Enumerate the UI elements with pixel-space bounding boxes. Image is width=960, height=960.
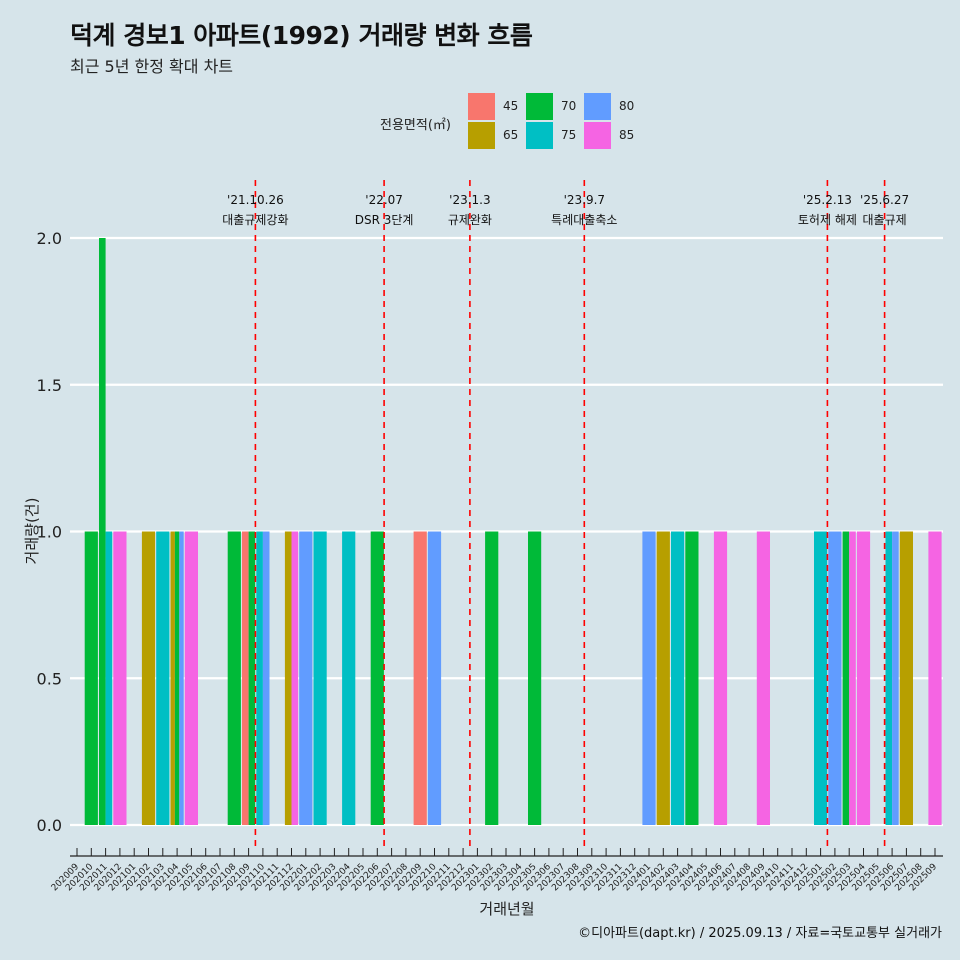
legend-label-70: 70 bbox=[561, 99, 577, 113]
event-date-label: '22.07 bbox=[365, 193, 403, 207]
bar-202506-75 bbox=[885, 531, 893, 825]
legend-item-85: 85 bbox=[584, 121, 664, 149]
bar-202112-65 bbox=[284, 531, 292, 825]
legend-swatch-85 bbox=[584, 122, 611, 149]
event-desc-label: 특례대출축소 bbox=[551, 213, 617, 227]
event-desc-label: 대출규제 bbox=[863, 213, 907, 227]
legend-swatch-45 bbox=[468, 93, 495, 120]
bar-202105-85 bbox=[184, 531, 198, 825]
event-desc-label: 대출규제강화 bbox=[222, 213, 288, 227]
bar-202503-85 bbox=[849, 531, 856, 825]
bar-202204-75 bbox=[342, 531, 356, 825]
bar-202210-80 bbox=[427, 531, 442, 825]
bar-202507-65 bbox=[899, 531, 913, 825]
legend-swatch-75 bbox=[526, 122, 553, 149]
legend-title: 전용면적(㎡) bbox=[380, 118, 451, 133]
y-tick-label: 0.5 bbox=[37, 669, 62, 688]
bar-202110-80 bbox=[262, 531, 270, 825]
y-tick-label: 2.0 bbox=[37, 229, 62, 248]
event-date-label: '21.10.26 bbox=[227, 193, 284, 207]
legend-swatch-70 bbox=[526, 93, 553, 120]
bar-202406-85 bbox=[713, 531, 728, 825]
bar-202104-80 bbox=[179, 531, 184, 825]
chart-subtitle: 최근 5년 한정 확대 차트 bbox=[70, 57, 234, 76]
legend-label-75: 75 bbox=[561, 128, 577, 142]
legend-swatch-80 bbox=[584, 93, 611, 120]
bar-202404-70 bbox=[685, 531, 699, 825]
event-date-label: '23.9.7 bbox=[564, 193, 605, 207]
bar-202401-80 bbox=[642, 531, 656, 825]
bar-202103-75 bbox=[156, 531, 170, 825]
bars bbox=[84, 238, 942, 825]
bar-202409-85 bbox=[756, 531, 770, 825]
bar-202109-70 bbox=[248, 531, 256, 825]
bar-202503-70 bbox=[842, 531, 850, 825]
event-desc-label: 규제완화 bbox=[448, 213, 492, 227]
bar-202502-80 bbox=[828, 531, 842, 825]
bar-202011-75 bbox=[105, 531, 113, 825]
y-tick-label: 0.0 bbox=[37, 816, 62, 835]
legend-label-80: 80 bbox=[619, 99, 635, 113]
chart-title: 덕계 경보1 아파트(1992) 거래량 변화 흐름 bbox=[70, 21, 533, 50]
bar-202403-75 bbox=[671, 531, 685, 825]
bar-202012-85 bbox=[113, 531, 127, 825]
bar-202109-45 bbox=[242, 531, 249, 825]
legend-swatch-65 bbox=[468, 122, 495, 149]
legend-item-70: 70 bbox=[526, 92, 606, 120]
bar-202209-45 bbox=[413, 531, 427, 825]
event-lines: '21.10.26 대출규제강화 '22.07 DSR 3단계 '23.1.3 규제완화 '… bbox=[222, 180, 909, 848]
bar-202110-75 bbox=[256, 531, 263, 825]
legend-item-65: 65 bbox=[468, 121, 548, 149]
bar-202104-70 bbox=[174, 531, 180, 825]
y-tick-label: 1.5 bbox=[37, 376, 62, 395]
bar-202501-75 bbox=[814, 531, 828, 825]
footer-credit: ©디아파트(dapt.kr) / 2025.09.13 / 자료=국토교통부 실… bbox=[578, 926, 942, 941]
legend-label-45: 45 bbox=[503, 99, 519, 113]
event-date-label: '23.1.3 bbox=[449, 193, 490, 207]
bar-202504-85 bbox=[856, 531, 871, 825]
legend-item-80: 80 bbox=[584, 92, 664, 120]
y-tick-label: 1.0 bbox=[37, 523, 62, 542]
axes: 2020092020102020112020122021012021022021… bbox=[50, 848, 943, 893]
bar-202202-75 bbox=[313, 531, 327, 825]
legend-item-45: 45 bbox=[468, 92, 548, 120]
legend-label-65: 65 bbox=[503, 128, 519, 142]
event-date-label: '25.6.27 bbox=[860, 193, 909, 207]
bar-202305-70 bbox=[528, 531, 542, 825]
bar-202302-70 bbox=[485, 531, 499, 825]
bar-202112-85 bbox=[291, 531, 299, 825]
y-axis-label: 거래량(건) bbox=[23, 498, 41, 565]
bar-202010-70 bbox=[84, 531, 98, 825]
legend-label-85: 85 bbox=[619, 128, 635, 142]
bar-202206-70 bbox=[370, 531, 384, 825]
bar-202108-70 bbox=[227, 531, 241, 825]
x-axis-label: 거래년월 bbox=[479, 900, 534, 918]
bar-202102-65 bbox=[141, 531, 156, 825]
bar-202506-80 bbox=[892, 531, 899, 825]
event-desc-label: DSR 3단계 bbox=[355, 213, 414, 227]
grid-lines: 0.0 0.5 1.0 1.5 2.0 bbox=[37, 229, 943, 835]
legend-item-75: 75 bbox=[526, 121, 606, 149]
bar-202104-65 bbox=[170, 531, 175, 825]
bar-202402-65 bbox=[656, 531, 670, 825]
bar-202011-70 bbox=[99, 238, 106, 825]
bar-202201-80 bbox=[299, 531, 313, 825]
bar-202509-85 bbox=[928, 531, 942, 825]
event-desc-label: 토허제 해제 bbox=[798, 213, 857, 227]
event-date-label: '25.2.13 bbox=[803, 193, 852, 207]
